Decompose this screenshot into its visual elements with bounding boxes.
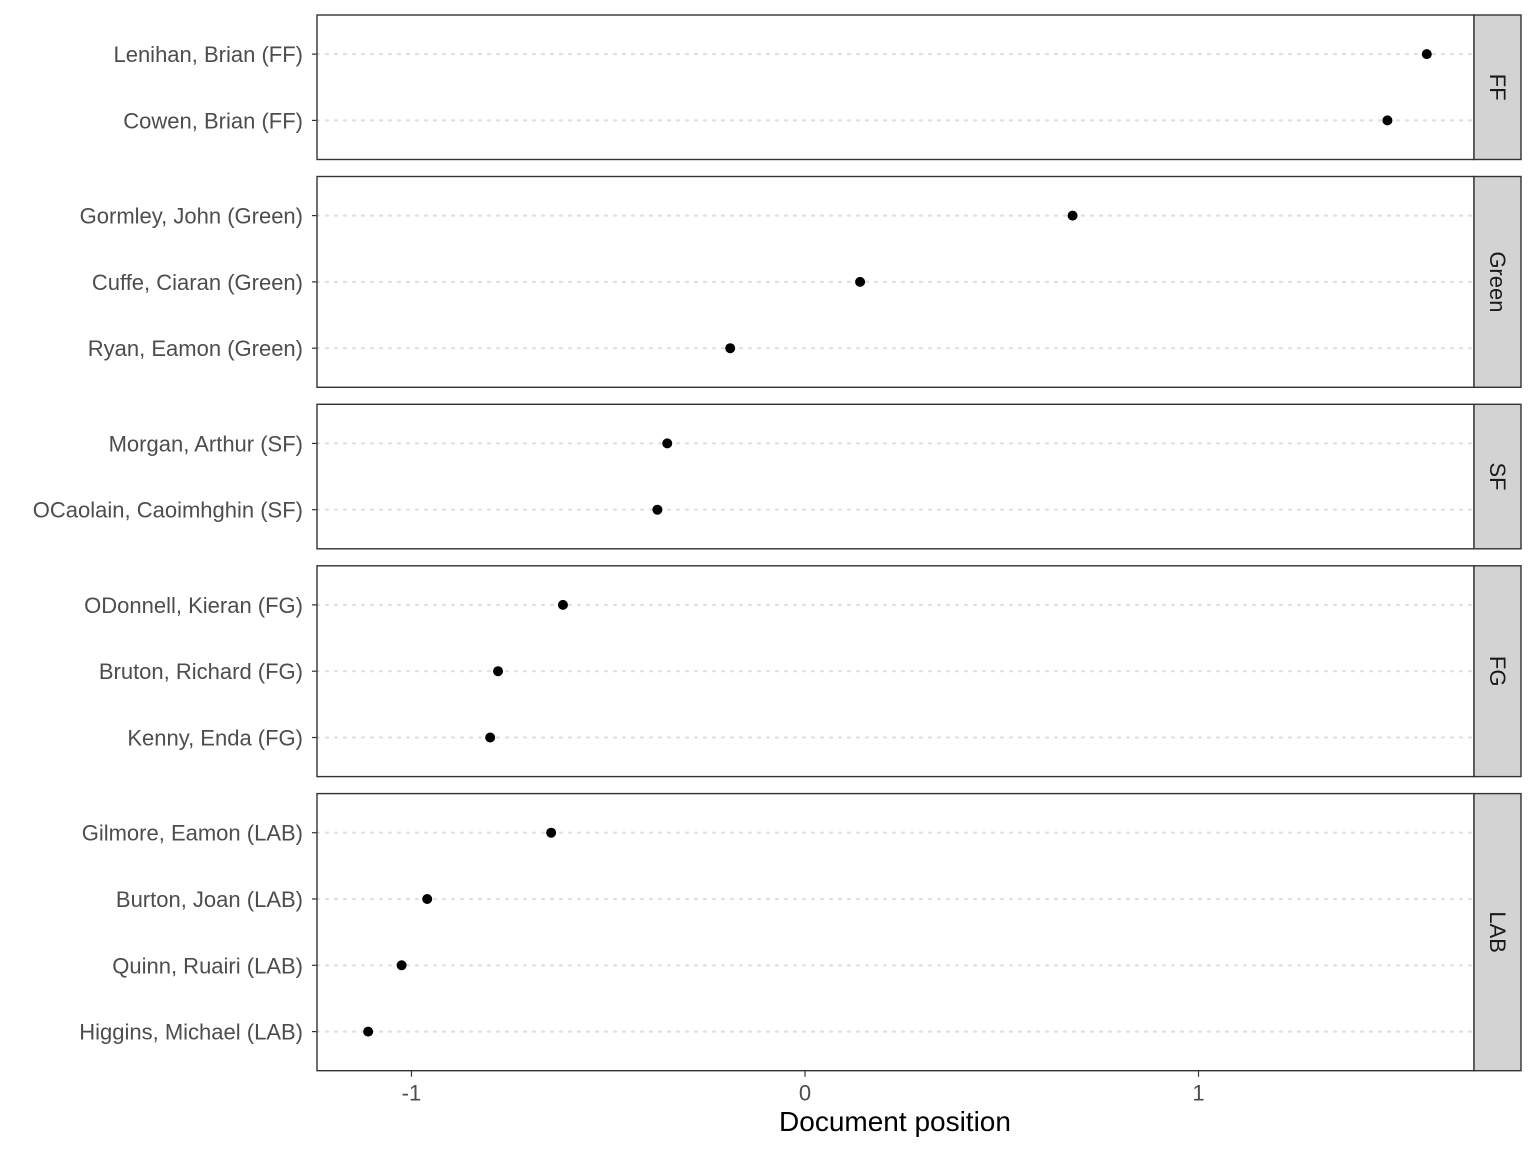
x-tick-label: -1 — [402, 1081, 422, 1106]
x-tick-label: 0 — [799, 1081, 811, 1106]
facet-strip-label: FF — [1485, 74, 1510, 101]
facet-strip-label: Green — [1485, 251, 1510, 312]
facet-strip-label: SF — [1485, 462, 1510, 490]
data-point — [493, 666, 504, 677]
data-point — [557, 599, 568, 610]
facet-panels: Lenihan, Brian (FF) Cowen, Brian (FF) FF Go… — [33, 14, 1522, 1072]
row-label: Lenihan, Brian (FF) — [113, 42, 303, 67]
facet-strip — [1473, 792, 1522, 1072]
data-point — [396, 960, 407, 971]
data-point — [422, 894, 433, 904]
row-label: Cuffe, Ciaran (Green) — [92, 270, 303, 295]
facet-lab: Gilmore, Eamon (LAB) Burton, Joan (LAB) Qu… — [79, 792, 1522, 1072]
row-label: ODonnell, Kieran (FG) — [84, 593, 303, 618]
x-axis-title: Document position — [779, 1106, 1011, 1137]
facet-sf: Morgan, Arthur (SF) OCaolain, Caoimhghin … — [33, 403, 1522, 550]
data-point — [1421, 49, 1432, 60]
facet-strip — [1473, 175, 1522, 389]
panel-background — [317, 404, 1474, 549]
row-label: Quinn, Ruairi (LAB) — [112, 953, 303, 978]
row-label: Burton, Joan (LAB) — [116, 887, 303, 912]
data-point — [1382, 115, 1393, 126]
panel-background — [317, 15, 1474, 160]
data-point — [363, 1026, 374, 1037]
data-point — [1067, 210, 1078, 221]
data-point — [485, 732, 496, 743]
x-axis: -1 0 1 — [402, 1070, 1205, 1106]
facet-ff: Lenihan, Brian (FF) Cowen, Brian (FF) FF — [113, 14, 1522, 161]
row-label: Higgins, Michael (LAB) — [79, 1020, 303, 1045]
data-point — [652, 504, 663, 515]
row-label: Kenny, Enda (FG) — [127, 726, 303, 751]
row-label: Gilmore, Eamon (LAB) — [82, 821, 303, 846]
facet-strip — [1473, 403, 1522, 550]
row-label: Cowen, Brian (FF) — [123, 108, 303, 133]
row-label: OCaolain, Caoimhghin (SF) — [33, 498, 303, 523]
row-label: Bruton, Richard (FG) — [99, 659, 303, 684]
panel-background — [317, 793, 1474, 1071]
data-point — [725, 343, 736, 354]
facet-green: Gormley, John (Green) Cuffe, Ciaran (Gree… — [80, 175, 1522, 389]
facet-strip-label: LAB — [1485, 911, 1510, 953]
data-point — [855, 276, 866, 287]
facet-strip — [1473, 14, 1522, 161]
row-label: Morgan, Arthur (SF) — [109, 431, 303, 456]
facet-strip-label: FG — [1485, 656, 1510, 687]
x-tick-label: 1 — [1192, 1081, 1204, 1106]
data-point — [546, 827, 557, 838]
data-point — [662, 438, 673, 449]
row-label: Ryan, Eamon (Green) — [88, 336, 303, 361]
row-label: Gormley, John (Green) — [80, 204, 303, 229]
facet-fg: ODonnell, Kieran (FG) Bruton, Richard (FG… — [84, 565, 1522, 778]
facet-strip — [1473, 565, 1522, 778]
